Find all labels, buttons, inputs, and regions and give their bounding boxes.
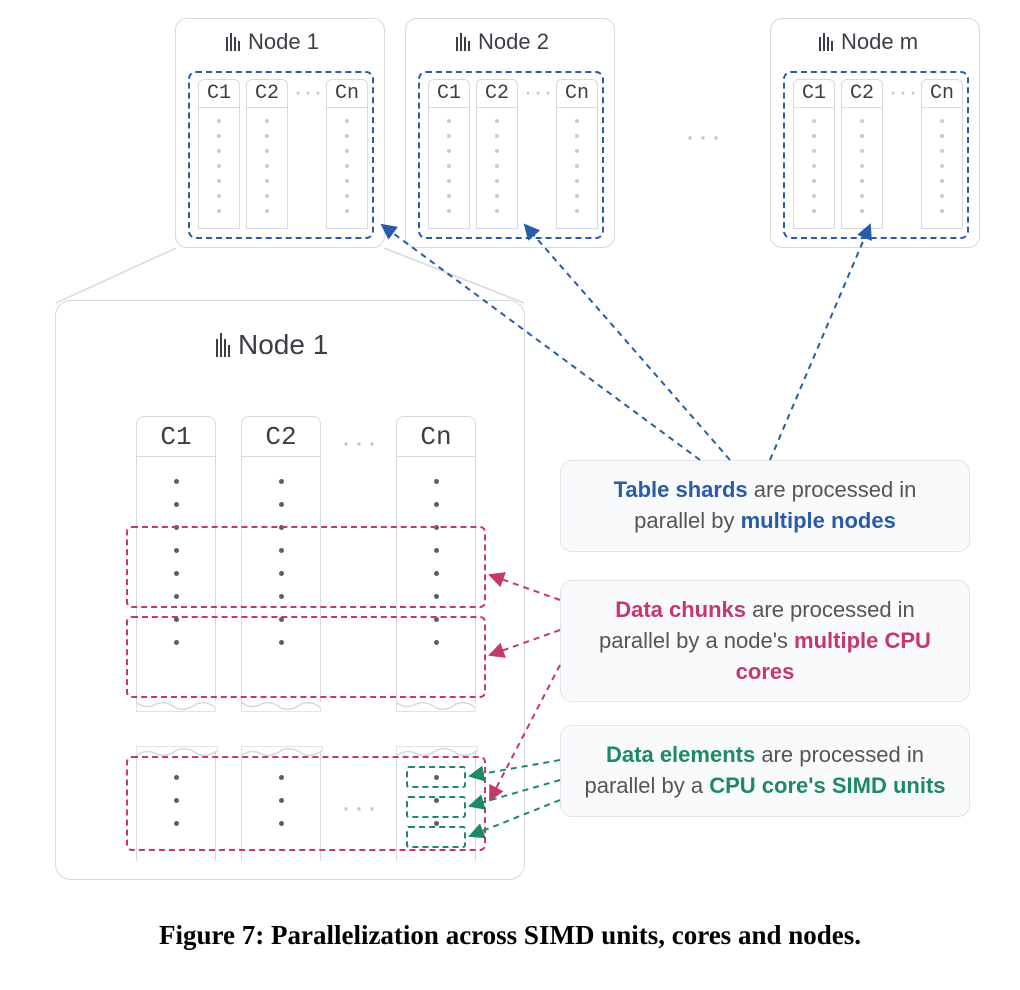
node-ellipsis: ··· xyxy=(685,120,724,154)
node-title: Node 1 xyxy=(226,29,319,55)
ellipsis: ··· xyxy=(294,79,324,107)
node-label: Node 1 xyxy=(248,29,319,55)
callout-bold: Data elements xyxy=(606,742,755,767)
callout-elements: Data elements are processed in parallel … xyxy=(560,725,970,817)
callout-bold: multiple nodes xyxy=(741,508,896,533)
ellipsis: ··· xyxy=(524,79,554,107)
big-node-1: Node 1 C1 C2 ··· Cn ··· xyxy=(55,300,525,880)
col-c2: C2 xyxy=(841,79,883,229)
column-bars-icon xyxy=(819,33,833,51)
simd-box-3 xyxy=(406,826,466,848)
node-title: Node 2 xyxy=(456,29,549,55)
chunk-box-1 xyxy=(126,526,486,608)
figure-caption: Figure 7: Parallelization across SIMD un… xyxy=(0,920,1020,951)
big-node-label: Node 1 xyxy=(238,329,328,361)
small-node-1: Node 1 C1 C2 ··· Cn xyxy=(175,18,385,248)
column-bars-icon xyxy=(226,33,240,51)
simd-box-2 xyxy=(406,796,466,818)
node-title: Node m xyxy=(819,29,918,55)
small-node-2: Node 2 C1 C2 ··· Cn xyxy=(405,18,615,248)
callout-bold: Table shards xyxy=(614,477,748,502)
col-cn: Cn xyxy=(556,79,598,229)
ellipsis: ··· xyxy=(889,79,919,107)
col-c1: C1 xyxy=(198,79,240,229)
simd-box-1 xyxy=(406,766,466,788)
column-bars-icon xyxy=(456,33,470,51)
col-cn: Cn xyxy=(326,79,368,229)
big-node-title: Node 1 xyxy=(216,329,328,361)
column-bars-icon xyxy=(216,333,230,357)
node-label: Node m xyxy=(841,29,918,55)
col-c1: C1 xyxy=(428,79,470,229)
node-label: Node 2 xyxy=(478,29,549,55)
callout-chunks: Data chunks are processed in parallel by… xyxy=(560,580,970,702)
col-c1: C1 xyxy=(793,79,835,229)
col-cn: Cn xyxy=(921,79,963,229)
callout-shards: Table shards are processed in parallel b… xyxy=(560,460,970,552)
chunk-box-2 xyxy=(126,616,486,698)
callout-bold: CPU core's SIMD units xyxy=(709,773,945,798)
col-c2: C2 xyxy=(246,79,288,229)
big-col-ellipsis: ··· xyxy=(341,426,380,460)
col-c2: C2 xyxy=(476,79,518,229)
small-node-m: Node m C1 C2 ··· Cn xyxy=(770,18,980,248)
callout-bold: Data chunks xyxy=(615,597,746,622)
figure-canvas: Node 1 C1 C2 ··· Cn Node 2 C1 C2 ··· Cn … xyxy=(0,0,1020,990)
